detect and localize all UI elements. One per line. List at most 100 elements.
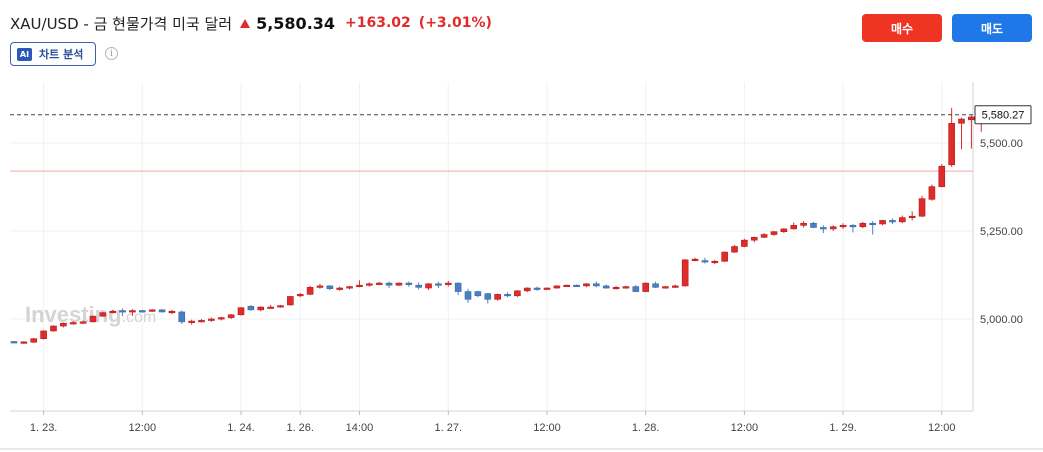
price-change: +163.02 — [345, 15, 411, 31]
candle — [968, 115, 975, 149]
candle-body — [395, 282, 403, 286]
candle-body — [464, 291, 472, 300]
candle — [898, 215, 906, 224]
candle — [780, 228, 788, 234]
y-tick-label: 5,250.00 — [980, 226, 1023, 238]
candle — [602, 284, 610, 289]
candle — [385, 281, 393, 289]
candle-body — [731, 246, 738, 253]
instrument-title: XAU/USD - 금 현물가격 미국 달러 — [10, 14, 233, 33]
candle-body — [820, 227, 827, 230]
candle — [760, 233, 768, 239]
candle-body — [217, 317, 225, 320]
candle-body — [425, 283, 432, 289]
candle-body — [780, 228, 788, 233]
candle-body — [760, 234, 768, 238]
candle-body — [79, 321, 87, 324]
candle — [168, 309, 176, 315]
candle — [129, 309, 136, 316]
candle-body — [129, 310, 136, 313]
x-tick-label: 1. 23. — [30, 422, 58, 434]
candle — [563, 284, 571, 288]
candle — [30, 338, 38, 343]
ai-chart-analysis-label: 차트 분석 — [39, 48, 84, 61]
candle — [632, 285, 640, 293]
sell-button[interactable]: 매도 — [952, 14, 1032, 42]
candle-body — [188, 320, 195, 323]
candle-body — [879, 220, 886, 225]
candle — [652, 281, 659, 289]
x-tick-label: 1. 28. — [632, 422, 660, 434]
x-tick-label: 1. 27. — [435, 422, 463, 434]
candle — [642, 282, 649, 293]
candle-body — [622, 286, 630, 289]
candle-body — [454, 282, 462, 292]
candle-body — [958, 118, 965, 124]
candle-body — [474, 291, 482, 297]
candle — [810, 221, 817, 229]
buy-button[interactable]: 매수 — [862, 14, 942, 42]
candle-body — [662, 286, 669, 289]
candle — [958, 117, 965, 150]
candle-body — [50, 325, 57, 332]
candle-body — [533, 287, 541, 290]
candle — [484, 292, 492, 304]
candle-body — [721, 251, 728, 262]
candle — [889, 218, 896, 224]
candle — [671, 284, 679, 289]
candle-body — [553, 285, 561, 289]
candle-body — [829, 226, 837, 230]
candle-body — [918, 198, 926, 217]
candle — [731, 245, 738, 253]
candle-body — [336, 287, 344, 290]
candle-body — [60, 322, 67, 327]
candle — [701, 257, 709, 264]
candle-body — [89, 315, 97, 323]
candle-body — [277, 305, 284, 308]
candle — [918, 195, 926, 217]
candle-body — [859, 222, 867, 228]
y-axis: 5,000.00 5,250.00 5,500.00 — [980, 138, 1023, 326]
candle — [287, 295, 294, 306]
candle — [227, 314, 235, 319]
candle — [435, 281, 442, 289]
candle — [849, 223, 857, 233]
candle — [593, 281, 600, 288]
candle — [178, 310, 186, 324]
candle — [859, 221, 867, 229]
candle — [366, 282, 373, 287]
candle — [50, 325, 57, 332]
candle-body — [69, 322, 77, 325]
candle-body — [227, 314, 235, 318]
candle — [405, 281, 413, 287]
ai-icon: AI — [17, 47, 32, 61]
candle-body — [869, 222, 876, 226]
candle-body — [385, 282, 393, 286]
ai-chart-analysis-button[interactable]: AI 차트 분석 — [10, 42, 96, 66]
candle — [583, 283, 590, 288]
candle — [119, 308, 126, 317]
candle-body — [435, 283, 442, 286]
candle-body — [750, 237, 758, 241]
candle — [69, 321, 77, 325]
info-icon[interactable]: i — [105, 47, 118, 60]
candle-body — [267, 306, 274, 309]
instrument-header: XAU/USD - 금 현물가격 미국 달러 5,580.34 +163.02 … — [10, 10, 492, 36]
last-price-value: 5,580.27 — [982, 110, 1025, 122]
candle — [494, 293, 501, 301]
candle — [504, 292, 511, 298]
candle — [820, 225, 827, 234]
candle-body — [583, 283, 590, 287]
x-tick-label: 1. 26. — [286, 422, 314, 434]
candle — [839, 223, 847, 229]
candle — [444, 280, 452, 287]
x-tick-label: 12:00 — [129, 422, 157, 434]
candle — [40, 330, 47, 340]
candle-body — [208, 318, 215, 321]
candle-body — [642, 282, 649, 292]
candle-body — [375, 282, 383, 285]
x-tick-label: 12:00 — [533, 422, 561, 434]
candle — [277, 304, 284, 308]
candle-body — [632, 286, 640, 292]
